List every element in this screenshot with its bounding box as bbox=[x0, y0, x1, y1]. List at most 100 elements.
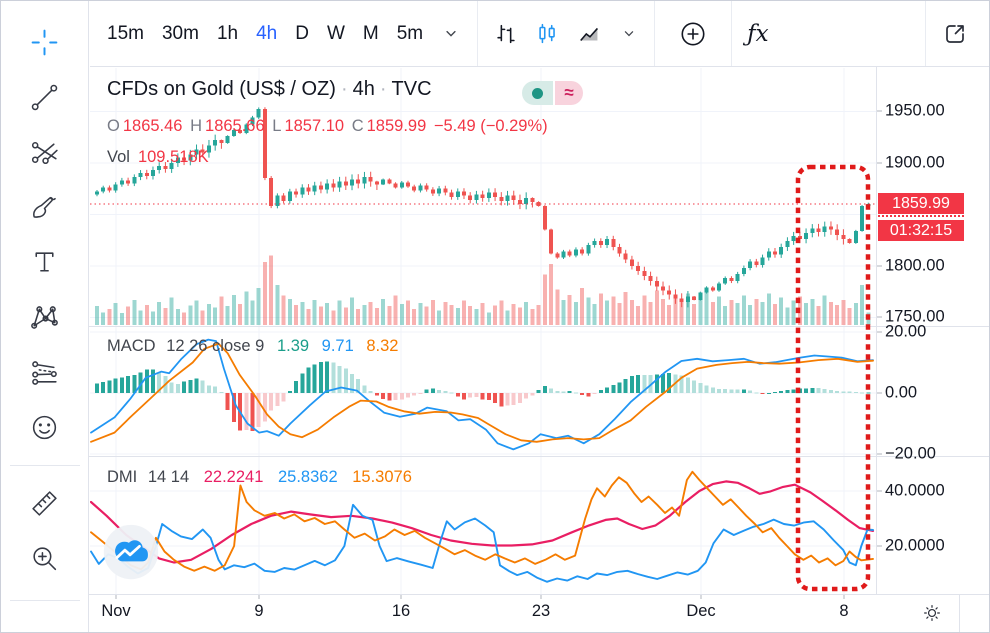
volume-value: 109.518K bbox=[137, 148, 209, 166]
indicators-button[interactable]: ƒx bbox=[739, 17, 776, 51]
chart-style-menu-button[interactable] bbox=[611, 20, 647, 48]
dmi-diminus-value: 15.3076 bbox=[352, 468, 412, 486]
zoom-in-icon bbox=[33, 547, 57, 571]
crosshair-icon bbox=[31, 29, 58, 56]
dmi-legend[interactable]: DMI 14 14 22.2241 25.8362 15.3076 bbox=[107, 468, 412, 487]
axis-price-label: 20.00 bbox=[885, 322, 927, 341]
high-label: H bbox=[190, 117, 203, 135]
forecast-icon bbox=[32, 361, 57, 385]
symbol-exchange: TVC bbox=[391, 78, 432, 100]
symbol-title: CFDs on Gold (US$ / OZ) bbox=[107, 78, 336, 100]
macd-legend[interactable]: MACD 12 26 close 9 1.39 9.71 8.32 bbox=[107, 337, 399, 356]
timeframe-1h[interactable]: 1h bbox=[208, 17, 247, 51]
pitchfork-icon bbox=[31, 142, 58, 165]
dmi-name: DMI bbox=[107, 468, 138, 486]
timeframe-w[interactable]: W bbox=[318, 17, 354, 51]
tool-text[interactable] bbox=[16, 235, 74, 290]
chevron-down-icon bbox=[446, 30, 456, 37]
bar-chart-style-button[interactable] bbox=[485, 17, 527, 51]
chart-plot-region[interactable] bbox=[90, 68, 876, 594]
xabcd-pattern-icon bbox=[31, 306, 58, 329]
timeframe-d[interactable]: D bbox=[286, 17, 318, 51]
candlestick-icon bbox=[539, 23, 555, 43]
compare-add-button[interactable] bbox=[670, 15, 716, 53]
open-value: 1865.46 bbox=[122, 117, 183, 135]
dmi-adx-value: 22.2241 bbox=[203, 468, 264, 486]
bar-chart-icon bbox=[497, 24, 515, 43]
tool-brush[interactable] bbox=[16, 180, 74, 235]
dmi-diplus-value: 25.8362 bbox=[277, 468, 338, 486]
axis-price-label: 1950.00 bbox=[885, 101, 945, 120]
macd-name: MACD bbox=[107, 337, 156, 355]
chevron-down-icon bbox=[624, 30, 634, 36]
timeframe-5m[interactable]: 5m bbox=[388, 17, 432, 51]
change-value: −5.49 (−0.29%) bbox=[433, 117, 548, 135]
axis-price-label: 1800.00 bbox=[885, 256, 945, 275]
area-chart-style-button[interactable] bbox=[569, 17, 611, 51]
macd-line-value: 9.71 bbox=[321, 337, 354, 355]
area-chart-icon bbox=[580, 27, 599, 41]
macd-hist-value: 1.39 bbox=[276, 337, 310, 355]
symbol-legend[interactable]: CFDs on Gold (US$ / OZ) · 4h · TVC bbox=[107, 78, 432, 101]
timeframe-menu-button[interactable] bbox=[432, 19, 470, 49]
timeframe-15m[interactable]: 15m bbox=[98, 17, 153, 51]
tool-emoji[interactable] bbox=[16, 400, 74, 455]
close-label: C bbox=[351, 117, 364, 135]
axis-price-label: 0.00 bbox=[885, 383, 918, 402]
open-label: O bbox=[107, 117, 120, 135]
symbol-interval: 4h bbox=[352, 78, 375, 100]
low-label: L bbox=[272, 117, 282, 135]
market-status-pills: ≈ bbox=[522, 81, 583, 105]
tool-xabcd-pattern[interactable] bbox=[16, 290, 74, 345]
timeframe-30m[interactable]: 30m bbox=[153, 17, 208, 51]
dmi-params: 14 14 bbox=[147, 468, 190, 486]
legend-separator: · bbox=[379, 78, 387, 100]
text-icon bbox=[35, 252, 54, 272]
tool-pitchfork[interactable] bbox=[16, 125, 74, 180]
market-open-pill[interactable] bbox=[522, 81, 553, 105]
timeframe-4h[interactable]: 4h bbox=[247, 17, 286, 51]
tool-zoom-in[interactable] bbox=[16, 531, 74, 586]
axis-time-label: Dec bbox=[686, 602, 716, 620]
share-button[interactable] bbox=[933, 16, 977, 52]
emoji-icon bbox=[32, 415, 57, 440]
candlestick-style-button[interactable] bbox=[527, 17, 569, 51]
tool-ruler[interactable] bbox=[16, 476, 74, 531]
toolbar-divider bbox=[731, 1, 733, 66]
axis-price-label: 1750.00 bbox=[885, 307, 945, 326]
last-price-badge: 1859.99 bbox=[878, 193, 964, 214]
drawing-toolbar bbox=[1, 1, 89, 632]
market-open-dot-icon bbox=[532, 87, 543, 99]
volume-row: Vol 109.518K bbox=[107, 148, 209, 167]
delayed-data-pill[interactable]: ≈ bbox=[555, 81, 583, 105]
plus-circle-icon bbox=[681, 21, 705, 46]
trend-line-icon bbox=[31, 84, 58, 111]
top-toolbar: 15m 30m 1h 4h D W M 5m ƒx bbox=[90, 1, 989, 67]
macd-signal-value: 8.32 bbox=[366, 337, 399, 355]
toolbar-divider bbox=[477, 1, 479, 66]
tool-trend-line[interactable] bbox=[16, 70, 74, 125]
timeframe-m[interactable]: M bbox=[354, 17, 388, 51]
tool-crosshair[interactable] bbox=[16, 15, 74, 70]
low-value: 1857.10 bbox=[284, 117, 345, 135]
axis-price-label: −20.00 bbox=[885, 444, 936, 463]
bar-countdown-badge: 01:32:15 bbox=[878, 220, 964, 241]
brush-icon bbox=[33, 196, 56, 218]
ohlc-row: O 1865.46 H 1865.66 L 1857.10 C 1859.99 −5.4… bbox=[107, 117, 551, 136]
sidebar-divider bbox=[9, 600, 80, 601]
legend-separator: · bbox=[340, 78, 348, 100]
volume-label: Vol bbox=[107, 148, 130, 166]
axis-price-label: 40.0000 bbox=[885, 481, 945, 500]
timeframe-group: 15m 30m 1h 4h D W M 5m bbox=[98, 17, 432, 51]
cloud-chart-logo-icon bbox=[103, 524, 159, 580]
toolbar-divider bbox=[654, 1, 656, 66]
axis-time-label: 23 bbox=[531, 602, 551, 620]
ruler-icon bbox=[32, 491, 57, 516]
macd-params: 12 26 close 9 bbox=[166, 337, 265, 355]
sidebar-divider bbox=[9, 465, 80, 466]
axis-time-label: 16 bbox=[391, 602, 411, 620]
tool-forecast[interactable] bbox=[16, 345, 74, 400]
tradingview-logo-button[interactable] bbox=[101, 522, 161, 582]
timezone-settings-button[interactable] bbox=[917, 599, 947, 627]
